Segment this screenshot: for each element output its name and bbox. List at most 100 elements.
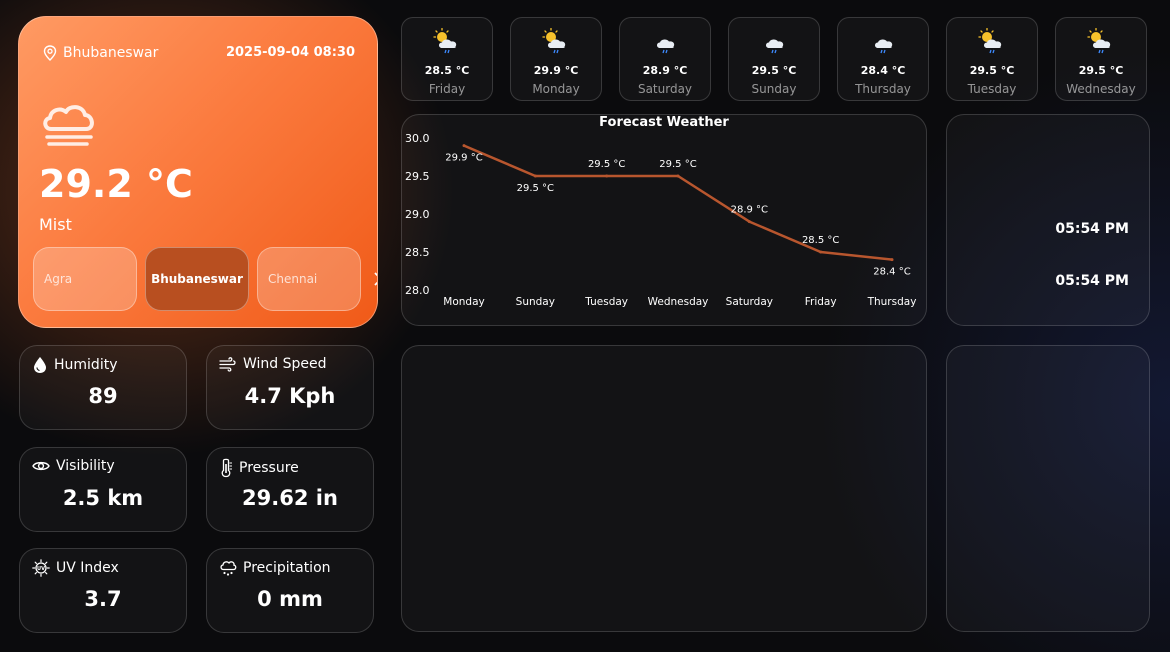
location-pin-icon bbox=[43, 45, 57, 61]
visibility-label: Visibility bbox=[56, 458, 115, 474]
data-point bbox=[819, 250, 823, 254]
forecast-card-friday: 28.5 °C Friday bbox=[401, 17, 493, 101]
cloud-rain-icon bbox=[766, 39, 784, 54]
current-condition: Mist bbox=[39, 215, 72, 234]
sun-cloud-rain-icon bbox=[1087, 28, 1111, 54]
uv-sun-icon: UV bbox=[32, 559, 50, 577]
data-point bbox=[462, 144, 466, 148]
forecast-day: Tuesday bbox=[967, 82, 1017, 96]
forecast-card-wednesday: 29.5 °C Wednesday bbox=[1055, 17, 1147, 101]
y-tick-label: 28.0 bbox=[405, 284, 430, 297]
wind-speed-value: 4.7 Kph bbox=[244, 384, 336, 408]
forecast-temp: 29.5 °C bbox=[751, 64, 797, 77]
sunset-time: 05:54 PM bbox=[1055, 273, 1129, 289]
forecast-day: Saturday bbox=[637, 82, 693, 96]
pressure-card: Pressure 29.62 in bbox=[206, 447, 374, 532]
location: Bhubaneswar bbox=[43, 45, 158, 61]
data-point bbox=[533, 174, 537, 178]
pressure-label: Pressure bbox=[239, 460, 299, 476]
uv-index-card: UV UV Index 3.7 bbox=[19, 548, 187, 633]
sun-cloud-rain-icon bbox=[433, 28, 457, 54]
forecast-day: Friday bbox=[428, 82, 466, 96]
pressure-value: 29.62 in bbox=[242, 486, 338, 510]
current-datetime: 2025-09-04 08:30 bbox=[225, 45, 355, 60]
x-tick-label: Thursday bbox=[867, 296, 917, 308]
precipitation-value: 0 mm bbox=[257, 587, 323, 611]
sunrise-time: 05:54 PM bbox=[1055, 221, 1129, 237]
current-weather-card: Bhubaneswar 2025-09-04 08:30 29.2 °C Mis… bbox=[18, 16, 378, 328]
data-point bbox=[747, 220, 751, 224]
y-tick-label: 30.0 bbox=[405, 132, 430, 145]
city-selector: Agra Bhubaneswar Chennai bbox=[33, 247, 378, 311]
data-label: 28.5 °C bbox=[802, 235, 839, 246]
x-tick-label: Saturday bbox=[726, 296, 773, 308]
y-tick-label: 28.5 bbox=[405, 246, 430, 259]
y-tick-label: 29.0 bbox=[405, 208, 430, 221]
forecast-day: Monday bbox=[532, 82, 580, 96]
data-label: 28.9 °C bbox=[731, 205, 768, 216]
droplet-icon bbox=[34, 357, 46, 373]
thermometer-icon bbox=[221, 458, 232, 478]
humidity-label: Humidity bbox=[54, 357, 118, 373]
x-tick-label: Sunday bbox=[516, 296, 555, 308]
data-label: 28.4 °C bbox=[873, 267, 910, 278]
y-tick-label: 29.5 bbox=[405, 170, 430, 183]
forecast-day: Thursday bbox=[855, 82, 911, 96]
x-tick-label: Friday bbox=[805, 296, 837, 308]
precipitation-card: Precipitation 0 mm bbox=[206, 548, 374, 633]
forecast-day: Wednesday bbox=[1066, 82, 1136, 96]
data-label: 29.9 °C bbox=[445, 153, 482, 164]
x-tick-label: Tuesday bbox=[584, 296, 628, 308]
forecast-temp: 29.5 °C bbox=[1078, 64, 1124, 77]
map-panel bbox=[401, 345, 927, 632]
sun-cloud-rain-icon bbox=[978, 28, 1002, 54]
data-point bbox=[890, 258, 894, 262]
precipitation-label: Precipitation bbox=[243, 560, 331, 576]
x-tick-label: Wednesday bbox=[648, 296, 709, 308]
city-button-bhubaneswar[interactable]: Bhubaneswar bbox=[145, 247, 249, 311]
extra-panel bbox=[946, 345, 1150, 632]
current-temperature: 29.2 °C bbox=[39, 162, 193, 206]
data-label: 29.5 °C bbox=[517, 183, 554, 194]
humidity-value: 89 bbox=[88, 384, 118, 408]
forecast-temp: 28.4 °C bbox=[860, 64, 906, 77]
forecast-card-saturday: 28.9 °C Saturday bbox=[619, 17, 711, 101]
forecast-temp: 28.9 °C bbox=[642, 64, 688, 77]
sun-times-panel: 05:54 PM 05:54 PM bbox=[946, 114, 1150, 326]
forecast-temp: 28.5 °C bbox=[424, 64, 470, 77]
cloud-rain-icon bbox=[657, 39, 675, 54]
data-point bbox=[605, 174, 609, 178]
city-button-chennai[interactable]: Chennai bbox=[257, 247, 361, 311]
wind-speed-card: Wind Speed 4.7 Kph bbox=[206, 345, 374, 430]
svg-text:UV: UV bbox=[37, 566, 45, 572]
humidity-card: Humidity 89 bbox=[19, 345, 187, 430]
forecast-card-thursday: 28.4 °C Thursday bbox=[837, 17, 929, 101]
forecast-card-monday: 29.9 °C Monday bbox=[510, 17, 602, 101]
forecast-card-sunday: 29.5 °C Sunday bbox=[728, 17, 820, 101]
chevron-right-icon[interactable] bbox=[371, 269, 378, 289]
eye-icon bbox=[32, 461, 50, 471]
data-label: 29.5 °C bbox=[588, 159, 625, 170]
data-label: 29.5 °C bbox=[659, 159, 696, 170]
forecast-temp: 29.9 °C bbox=[533, 64, 579, 77]
wind-icon bbox=[219, 357, 236, 372]
cloud-rain-icon bbox=[875, 39, 893, 54]
forecast-line-chart: 30.0 29.5 29.0 28.5 28.0 29.9 °C Monday 29.5 °C… bbox=[405, 132, 917, 308]
uv-index-value: 3.7 bbox=[84, 587, 122, 611]
visibility-card: Visibility 2.5 km bbox=[19, 447, 187, 532]
chart-title: Forecast Weather bbox=[599, 115, 729, 130]
forecast-chart-panel: Forecast Weather 30.0 29.5 29.0 28.5 28.0 29.… bbox=[401, 114, 927, 326]
data-point bbox=[676, 174, 680, 178]
forecast-card-tuesday: 29.5 °C Tuesday bbox=[946, 17, 1038, 101]
mist-cloud-icon bbox=[43, 105, 94, 146]
visibility-value: 2.5 km bbox=[62, 486, 144, 510]
rain-cloud-icon bbox=[220, 561, 237, 576]
forecast-day: Sunday bbox=[751, 82, 797, 96]
city-button-agra[interactable]: Agra bbox=[33, 247, 137, 311]
wind-speed-label: Wind Speed bbox=[243, 356, 327, 372]
sun-cloud-rain-icon bbox=[542, 28, 566, 54]
x-tick-label: Monday bbox=[443, 296, 484, 308]
forecast-temp: 29.5 °C bbox=[969, 64, 1015, 77]
location-name: Bhubaneswar bbox=[63, 45, 159, 61]
uv-index-label: UV Index bbox=[56, 560, 119, 576]
